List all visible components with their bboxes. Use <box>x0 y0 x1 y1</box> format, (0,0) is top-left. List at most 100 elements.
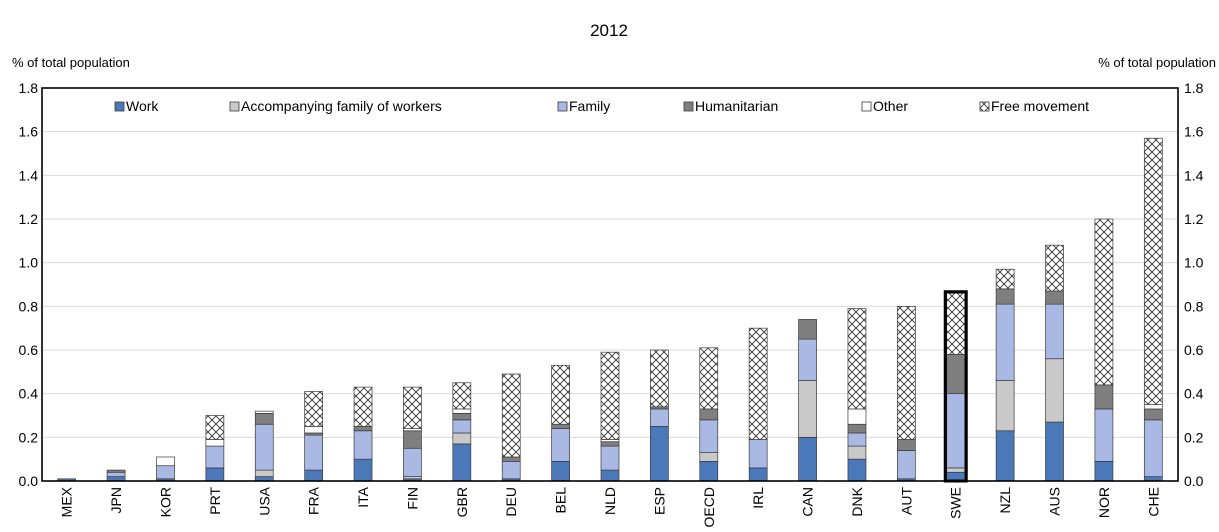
bar-segment <box>1045 303 1064 360</box>
bar-segment <box>1045 358 1064 423</box>
bar-segment <box>353 386 373 427</box>
y-tick-label-left: 0.8 <box>19 298 39 314</box>
bar-segment <box>896 305 916 440</box>
bar-segment <box>847 408 867 425</box>
bar-segment <box>847 445 867 460</box>
bar-segment <box>1143 404 1163 410</box>
legend-label: Accompanying family of workers <box>241 98 442 114</box>
legend-item: Work <box>114 98 159 114</box>
bar-segment <box>946 292 966 355</box>
bar-segment <box>106 469 126 473</box>
bar-stack-fra <box>304 391 324 482</box>
bar-segment <box>847 308 867 410</box>
bar-segment <box>353 458 373 482</box>
y-tick-label-left: 1.8 <box>19 80 39 96</box>
x-tick-label: NOR <box>1096 487 1112 518</box>
bar-stack-usa <box>254 410 274 482</box>
bar-stack-esp <box>650 349 669 482</box>
bar-segment <box>600 351 620 440</box>
y-tick-label-left: 0.0 <box>19 473 39 489</box>
bar-segment <box>1094 408 1114 462</box>
bar-segment <box>896 439 916 451</box>
x-tick-label: CAN <box>800 487 816 517</box>
bar-segment <box>452 419 472 434</box>
bar-segment <box>452 443 472 482</box>
x-tick-label: FIN <box>404 487 420 510</box>
y-axis-label-right: % of total population <box>1098 55 1216 70</box>
bar-segment <box>1045 421 1064 482</box>
x-tick-label: DEU <box>503 487 519 517</box>
y-tick-label-right: 1.0 <box>1184 255 1204 271</box>
bar-segment <box>1045 290 1064 305</box>
y-axis-left: 0.0 0.2 0.4 0.6 0.8 1.0 1.2 1.4 1.6 1.8 <box>19 80 39 489</box>
bar-segment <box>501 456 521 462</box>
bar-segment <box>699 419 719 453</box>
x-tick-label: JPN <box>108 487 124 513</box>
bar-stack-dnk <box>847 308 867 482</box>
bar-segment <box>847 423 867 434</box>
bar-segment <box>1094 384 1114 410</box>
legend-swatch <box>861 101 872 112</box>
gridlines <box>42 131 1178 438</box>
bar-segment <box>748 439 768 469</box>
bar-segment <box>156 456 175 467</box>
y-tick-label-right: 0.4 <box>1184 386 1204 402</box>
bar-segment <box>501 373 521 458</box>
y-axis-label-left: % of total population <box>12 55 130 70</box>
bar-segment <box>650 408 669 427</box>
plot-frame <box>41 87 1179 482</box>
legend-label: Work <box>126 98 159 114</box>
bar-segment <box>156 465 175 480</box>
x-tick-label: MEX <box>59 486 75 517</box>
bar-segment <box>600 441 620 447</box>
x-tick-label: AUS <box>1047 487 1063 516</box>
bar-segment <box>551 461 570 482</box>
bar-segment <box>1143 419 1163 477</box>
bar-segment <box>205 415 225 440</box>
x-tick-label: USA <box>256 486 272 515</box>
bar-segment <box>551 364 570 425</box>
bar-segment <box>254 410 274 414</box>
bar-segment <box>896 450 916 480</box>
x-tick-label: KOR <box>157 487 173 517</box>
y-tick-label-right: 1.6 <box>1184 124 1204 140</box>
bar-segment <box>847 458 867 482</box>
bar-segment <box>353 426 373 432</box>
bar-segment <box>847 432 867 447</box>
bar-segment <box>551 423 570 429</box>
bar-segment <box>304 469 324 482</box>
y-tick-label-left: 1.2 <box>19 211 39 227</box>
y-tick-label-right: 1.4 <box>1184 167 1204 183</box>
y-tick-label-left: 1.4 <box>19 167 39 183</box>
bar-stack-aut <box>896 305 916 482</box>
x-tick-label: BEL <box>553 487 569 514</box>
x-tick-label: GBR <box>454 487 470 517</box>
bar-segment <box>452 412 472 421</box>
bar-segment <box>798 380 817 438</box>
legend-item: Humanitarian <box>683 98 778 114</box>
bar-segment <box>798 436 817 482</box>
x-tick-label: FRA <box>306 486 322 515</box>
bar-segment <box>452 432 472 445</box>
legend-swatch <box>114 101 125 112</box>
bar-stack-prt <box>205 415 225 482</box>
bar-segment <box>304 391 324 427</box>
bar-segment <box>798 319 817 340</box>
bar-segment <box>1045 244 1064 292</box>
x-tick-label: CHE <box>1145 487 1161 517</box>
bar-segment <box>403 386 422 429</box>
bar-stack-swe <box>943 290 968 483</box>
bar-stack-deu <box>501 373 521 482</box>
bar-segment <box>699 408 719 421</box>
bar-segment <box>452 382 472 410</box>
bar-segment <box>452 408 472 414</box>
y-tick-label-left: 0.2 <box>19 429 39 445</box>
bar-stack-kor <box>156 456 175 482</box>
bars <box>57 137 1163 483</box>
bar-segment <box>1143 137 1163 405</box>
y-axis-right: 0.0 0.2 0.4 0.6 0.8 1.0 1.2 1.4 1.6 1.8 <box>1184 80 1204 489</box>
bar-segment <box>946 354 966 395</box>
bar-stack-che <box>1143 137 1163 482</box>
bar-stack-bel <box>551 364 570 482</box>
